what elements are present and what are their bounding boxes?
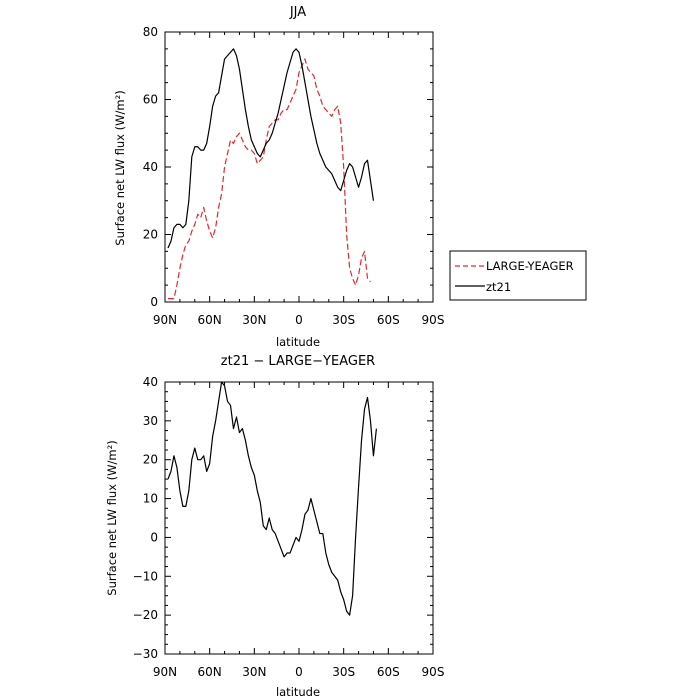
x-tick-label: 30S <box>332 665 355 679</box>
top-panel-frame <box>164 31 434 303</box>
x-tick-label: 90N <box>153 313 177 327</box>
x-tick-label: 90S <box>422 665 445 679</box>
x-tick-label: 90N <box>153 665 177 679</box>
x-tick-label: 60N <box>198 313 222 327</box>
bottom-panel-series-difference-line <box>167 381 378 616</box>
y-tick-label: 10 <box>143 492 158 506</box>
y-tick-label: 20 <box>143 228 158 242</box>
top-panel-title: JJA <box>289 5 306 20</box>
x-tick-label: 30N <box>242 313 266 327</box>
y-tick-label: −20 <box>133 608 158 622</box>
y-tick-label: −10 <box>133 569 158 583</box>
y-tick-label: 40 <box>143 375 158 389</box>
y-tick-label: 20 <box>143 453 158 467</box>
bottom-panel-ylabel: Surface net LW flux (W/m²) <box>105 440 119 595</box>
y-tick-label: 40 <box>143 160 158 174</box>
top-panel-series-large-yeager-line <box>167 58 371 300</box>
bottom-panel-xlabel: latitude <box>276 685 320 699</box>
top-panel-series-zt21-line <box>167 48 375 249</box>
x-tick-label: 30N <box>242 665 266 679</box>
x-tick-label: 60S <box>377 313 400 327</box>
legend-box <box>449 250 587 301</box>
y-tick-label: 60 <box>143 93 158 107</box>
x-tick-label: 90S <box>422 313 445 327</box>
bottom-panel-ticks: −30 −20 −10 0 10 20 30 40 90N 60N 30N 0 30S 60S 90S <box>133 375 445 679</box>
top-panel-lines <box>167 48 375 300</box>
legend: LARGE-YEAGER zt21 <box>449 250 587 301</box>
top-panel-ylabel: Surface net LW flux (W/m²) <box>113 90 127 245</box>
x-tick-label: 60N <box>198 665 222 679</box>
bottom-panel-title: zt21 − LARGE−YEAGER <box>221 354 375 369</box>
x-tick-label: 60S <box>377 665 400 679</box>
bottom-panel-frame <box>164 381 434 655</box>
bottom-panel: zt21 − LARGE−YEAGER latitude Surface net… <box>105 354 444 699</box>
y-tick-label: 0 <box>150 530 158 544</box>
legend-label-large-yeager: LARGE-YEAGER <box>486 259 574 273</box>
x-tick-label: 0 <box>295 313 303 327</box>
top-panel-ticks: 0 20 40 60 80 90N 60N 30N 0 30S 60S 90S <box>143 25 445 327</box>
legend-label-zt21: zt21 <box>486 280 511 294</box>
y-tick-label: 0 <box>150 295 158 309</box>
top-panel: JJA latitude Surface net LW flux (W/m²) … <box>113 5 444 349</box>
bottom-panel-lines <box>167 381 378 616</box>
x-tick-label: 30S <box>332 313 355 327</box>
y-tick-label: −30 <box>133 647 158 661</box>
top-panel-xlabel: latitude <box>276 335 320 349</box>
y-tick-label: 80 <box>143 25 158 39</box>
x-tick-label: 0 <box>295 665 303 679</box>
y-tick-label: 30 <box>143 414 158 428</box>
